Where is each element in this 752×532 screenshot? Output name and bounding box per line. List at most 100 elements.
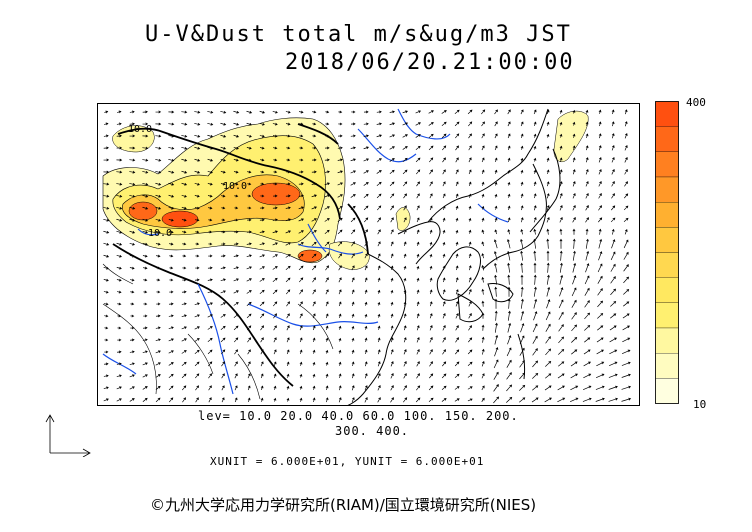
wind-arrow: [364, 361, 368, 367]
wind-arrow: [207, 349, 213, 355]
wind-arrow: [103, 386, 109, 390]
wind-arrow: [545, 323, 551, 332]
wind-arrow: [364, 373, 368, 379]
wind-arrow: [246, 313, 252, 319]
wind-arrow: [481, 324, 485, 331]
wind-arrow: [220, 110, 227, 114]
wind-arrow: [325, 265, 329, 271]
wind-arrow: [415, 145, 421, 151]
wind-arrow: [403, 385, 407, 391]
colorbar-cell: [655, 176, 679, 203]
wind-arrow: [585, 238, 589, 249]
wind-arrow: [442, 193, 446, 199]
wind-arrow: [390, 301, 394, 306]
wind-arrow: [572, 157, 576, 163]
wind-arrow: [207, 337, 213, 342]
wind-arrow: [468, 169, 472, 175]
wind-arrow: [389, 122, 396, 126]
wind-arrow: [493, 384, 499, 392]
wind-arrow: [481, 348, 485, 355]
wind-arrow: [621, 373, 631, 378]
wind-arrow: [494, 229, 498, 235]
wind-arrow: [233, 266, 239, 270]
wind-arrow: [416, 313, 420, 319]
wind-arrow: [364, 277, 368, 283]
wind-arrow: [129, 170, 136, 174]
wind-arrow: [403, 361, 407, 367]
wind-arrow: [338, 301, 342, 307]
wind-arrow: [195, 230, 200, 234]
wind-arrow: [312, 385, 316, 390]
wind-arrow: [324, 158, 330, 162]
wind-arrow: [546, 286, 551, 297]
wind-arrow: [494, 347, 499, 357]
wind-arrow: [468, 265, 472, 271]
wind-arrow: [168, 326, 174, 330]
wind-arrow: [325, 146, 330, 150]
contour-label: 10.0: [148, 228, 172, 239]
wind-arrow: [299, 325, 303, 331]
wind-arrow: [376, 181, 382, 187]
wind-arrow: [598, 180, 602, 187]
wind-arrow: [103, 242, 110, 246]
wind-arrow: [233, 325, 239, 331]
wind-arrow: [571, 287, 577, 297]
wind-arrow: [312, 313, 316, 319]
wind-arrow: [324, 194, 330, 198]
wind-arrow: [233, 313, 239, 318]
wind-arrow: [559, 238, 563, 249]
wind-arrow: [598, 217, 603, 223]
wind-arrow: [338, 325, 342, 330]
wind-arrow: [273, 337, 277, 343]
wind-arrow: [260, 361, 264, 367]
wind-arrow: [142, 230, 148, 234]
wind-arrow: [325, 361, 329, 366]
wind-arrow: [572, 192, 576, 199]
map-datetime: 2018/06/20.21:00:00: [285, 50, 575, 75]
colorbar-cell: [655, 126, 679, 152]
wind-arrow: [194, 134, 201, 138]
wind-arrow: [130, 290, 135, 294]
wind-arrow: [415, 397, 421, 403]
wind-arrow: [298, 182, 304, 186]
wind-arrow: [403, 397, 408, 403]
wind-arrow: [207, 146, 214, 150]
wind-arrow: [609, 337, 617, 343]
wind-arrow: [103, 158, 110, 162]
wind-arrow: [623, 301, 630, 307]
wind-arrow: [103, 206, 110, 210]
wind-arrow: [273, 361, 277, 367]
wind-arrow: [467, 109, 473, 115]
wind-arrow: [116, 122, 122, 126]
wind-arrow: [572, 181, 576, 187]
wind-arrow: [429, 325, 433, 331]
wind-arrow: [455, 217, 459, 222]
wind-arrow: [246, 254, 252, 258]
wind-arrow: [181, 146, 188, 150]
wind-arrow: [429, 349, 433, 355]
wind-arrow: [221, 373, 225, 379]
wind-arrow: [377, 289, 381, 294]
wind-arrow: [468, 133, 472, 139]
wind-arrow: [611, 109, 615, 115]
wind-arrow: [207, 134, 214, 138]
wind-arrow: [533, 181, 537, 187]
wind-arrow: [259, 230, 265, 234]
wind-arrow: [247, 206, 252, 210]
wind-arrow: [194, 206, 200, 210]
wind-arrow: [597, 312, 604, 319]
wind-arrow: [299, 146, 304, 150]
wind-arrow: [156, 254, 161, 258]
wind-arrow: [246, 158, 252, 162]
wind-arrow: [468, 157, 472, 163]
wind-arrow: [624, 181, 628, 187]
wind-arrow: [182, 242, 187, 246]
wind-arrow: [116, 374, 122, 378]
wind-arrow: [103, 254, 110, 258]
wind-arrow: [142, 134, 149, 138]
wind-arrow: [429, 313, 433, 319]
wind-arrow: [570, 385, 579, 391]
colorbar-cell: [655, 101, 679, 127]
wind-arrow: [129, 218, 136, 222]
wind-arrow: [468, 253, 472, 259]
